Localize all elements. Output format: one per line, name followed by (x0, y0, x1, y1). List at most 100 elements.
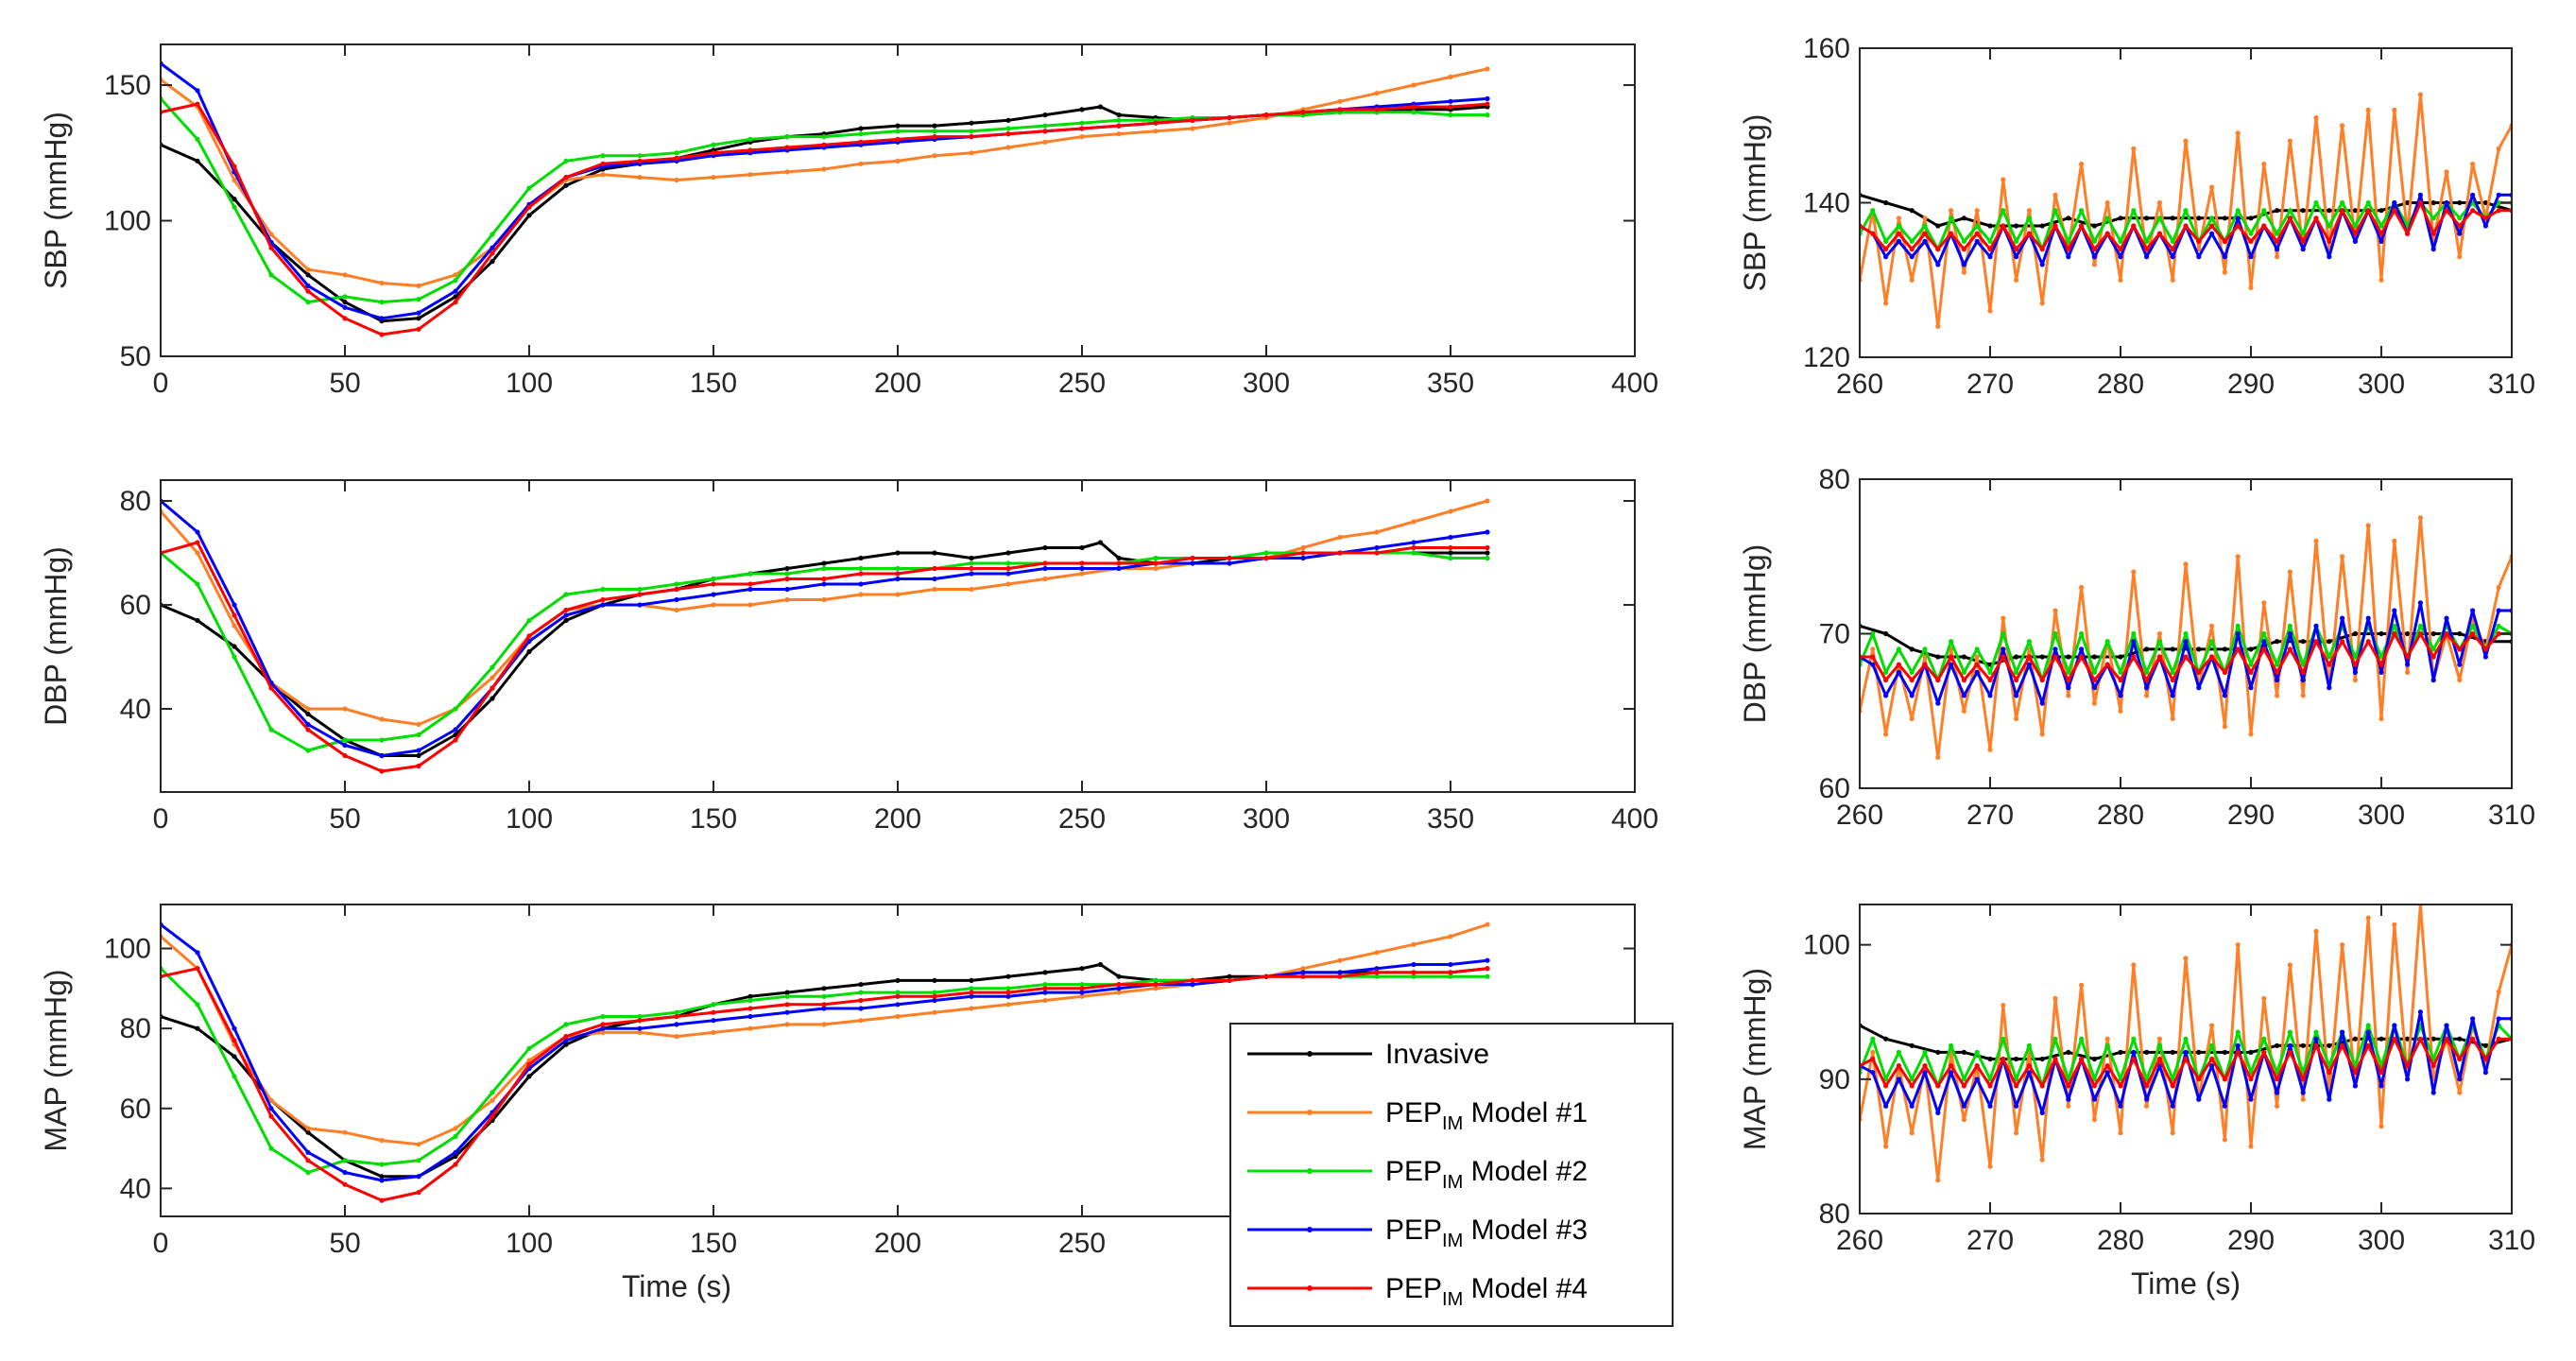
sbp-full-series-model-1-point (342, 272, 348, 278)
dbp-zoom-x-tick-label: 270 (1966, 800, 2014, 831)
dbp-zoom-series-model-2-point (2470, 623, 2476, 629)
sbp-full-series-invasive-point (489, 259, 495, 265)
dbp-zoom-series-invasive-point (2379, 630, 2384, 637)
sbp-zoom-series-model-3-point (1883, 254, 1889, 260)
dbp-full-x-tick-label: 100 (506, 803, 553, 835)
dbp-full-series-model-1-point (489, 675, 495, 680)
map-zoom-series-model-1-point (1883, 1144, 1889, 1149)
map-zoom-x-tick-label: 270 (1966, 1225, 2014, 1256)
map-full-series-invasive-point (526, 1074, 532, 1079)
map-zoom-series-model-4-point (2066, 1083, 2071, 1089)
legend-subscript: IM (1442, 1231, 1463, 1251)
map-full-series-model-4-point (747, 1006, 753, 1011)
map-zoom-series-model-1-point (2392, 922, 2397, 927)
map-zoom-series-model-4-point (1896, 1063, 1901, 1069)
map-zoom-series-model-3-point (2287, 1042, 2293, 1048)
map-zoom-series-model-4-point (2470, 1036, 2476, 1042)
map-zoom-series-model-1-point (2039, 1157, 2045, 1163)
sbp-zoom-series-invasive-point (2300, 208, 2306, 214)
dbp-zoom-series-invasive-point (1961, 654, 1966, 660)
dbp-zoom-series-model-3-point (2405, 662, 2411, 667)
dbp-zoom-y-tick-label: 60 (1819, 773, 1850, 804)
dbp-zoom-series-model-3-point (2340, 615, 2345, 621)
sbp-full-series-model-3-point (305, 283, 311, 288)
map-zoom-series-model-4-point (2052, 1056, 2058, 1062)
sbp-full-series-model-4-point (1411, 104, 1417, 110)
map-full-series-model-4-point (1079, 986, 1085, 991)
dbp-zoom-series-invasive-point (2430, 630, 2436, 637)
sbp-zoom-series-invasive-point (2379, 208, 2384, 214)
dbp-full-series-model-4-point (232, 612, 237, 618)
map-full-series-invasive-point (858, 982, 864, 988)
dbp-zoom-series-model-4-point (2001, 654, 2006, 660)
sbp-zoom-series-model-4-point (2131, 223, 2137, 229)
map-full-series-invasive-point (195, 1025, 200, 1031)
map-full-series-model-3-point (858, 1006, 864, 1011)
map-full-series-invasive-point (453, 1153, 458, 1160)
map-full-series-model-4-point (1042, 986, 1048, 991)
sbp-full-series-model-2-point (821, 134, 827, 140)
map-zoom-series-model-1-point (2104, 1036, 2110, 1042)
map-full-y-tick-label: 60 (120, 1094, 151, 1125)
dbp-zoom-series-model-3-point (2417, 600, 2423, 606)
dbp-zoom-series-model-3-point (1949, 662, 1954, 667)
dbp-zoom-series-model-3-point (2196, 685, 2202, 691)
map-full-series-model-3-point (674, 1022, 679, 1027)
dbp-full-series-model-2-point (416, 732, 421, 738)
legend-box (1229, 1023, 1674, 1327)
map-zoom-series-model-4-point (2118, 1083, 2123, 1089)
dbp-full-series-model-4-point (747, 581, 753, 587)
dbp-zoom-series-invasive-point (2144, 646, 2150, 652)
sbp-full-series-invasive-point (858, 126, 864, 131)
sbp-zoom-series-model-3-point (2144, 254, 2150, 260)
sbp-zoom-series-model-3-point (2496, 192, 2501, 198)
map-full-series-model-2-point (232, 1074, 237, 1079)
sbp-full-series-invasive-point (1079, 107, 1085, 112)
dbp-full-x-tick-label: 150 (690, 803, 737, 835)
dbp-zoom-series-model-3-point (2392, 608, 2397, 613)
map-zoom-series-invasive-point (2352, 1036, 2358, 1042)
dbp-zoom-series-model-1-point (2417, 515, 2423, 521)
map-zoom-series-model-3-point (2430, 1090, 2436, 1095)
sbp-zoom-series-invasive-point (2327, 208, 2332, 214)
map-zoom-series-invasive-point (2144, 1049, 2150, 1055)
dbp-full-series-invasive-point (1116, 555, 1122, 561)
map-zoom-series-model-3-point (2352, 1083, 2358, 1089)
map-full-series-model-1-point (379, 1138, 385, 1144)
dbp-zoom-series-model-1-point (1870, 646, 1876, 652)
sbp-full-series-model-4-point (711, 150, 716, 156)
map-zoom-series-model-3-point (2470, 1016, 2476, 1022)
sbp-full-series-model-1-point (416, 283, 421, 288)
dbp-full-series-model-2-point (268, 727, 274, 732)
map-zoom-series-model-1-point (2340, 942, 2345, 948)
dbp-full-series-model-3-point (232, 602, 237, 608)
map-zoom-series-model-4-point (2313, 1042, 2319, 1048)
map-full-series-model-3-point (1448, 961, 1453, 968)
sbp-full-series-model-1-point (1153, 129, 1159, 134)
dbp-full-series-model-2-point (305, 748, 311, 753)
sbp-full-series-model-1-point (268, 232, 274, 237)
dbp-zoom-series-model-3-point (2482, 654, 2488, 660)
dbp-full-series-model-3-point (969, 571, 974, 577)
map-zoom-series-model-4-point (2340, 1042, 2345, 1048)
map-zoom-x-axis-label: Time (s) (2131, 1266, 2241, 1301)
map-zoom-x-tick-label: 310 (2488, 1225, 2535, 1256)
dbp-zoom-series-model-4-point (2275, 669, 2280, 676)
legend-label-model3: PEPIM Model #3 (1385, 1215, 1588, 1251)
legend-suffix: Model #1 (1463, 1097, 1588, 1128)
sbp-full-series-invasive-point (195, 158, 200, 164)
dbp-full-series-invasive-point (195, 617, 200, 624)
map-zoom-series-model-1-point (2261, 995, 2267, 1002)
dbp-full-series-model-2-point (1005, 560, 1011, 566)
dbp-full-series-model-3-point (1485, 529, 1490, 535)
dbp-zoom-series-model-3-point (2066, 685, 2071, 691)
map-full-series-model-1-point (674, 1034, 679, 1040)
sbp-full-series-model-2-point (416, 297, 421, 302)
sbp-zoom-series-model-1-point (2118, 277, 2123, 283)
map-zoom-series-model-3-point (1935, 1110, 1941, 1115)
sbp-full-series-model-4-point (600, 161, 606, 166)
sbp-full-series-model-1-point (453, 272, 458, 278)
sbp-zoom-series-model-1-point (1935, 323, 1941, 329)
dbp-full-series-model-3-point (379, 752, 385, 759)
map-zoom-series-model-3-point (1909, 1103, 1915, 1109)
